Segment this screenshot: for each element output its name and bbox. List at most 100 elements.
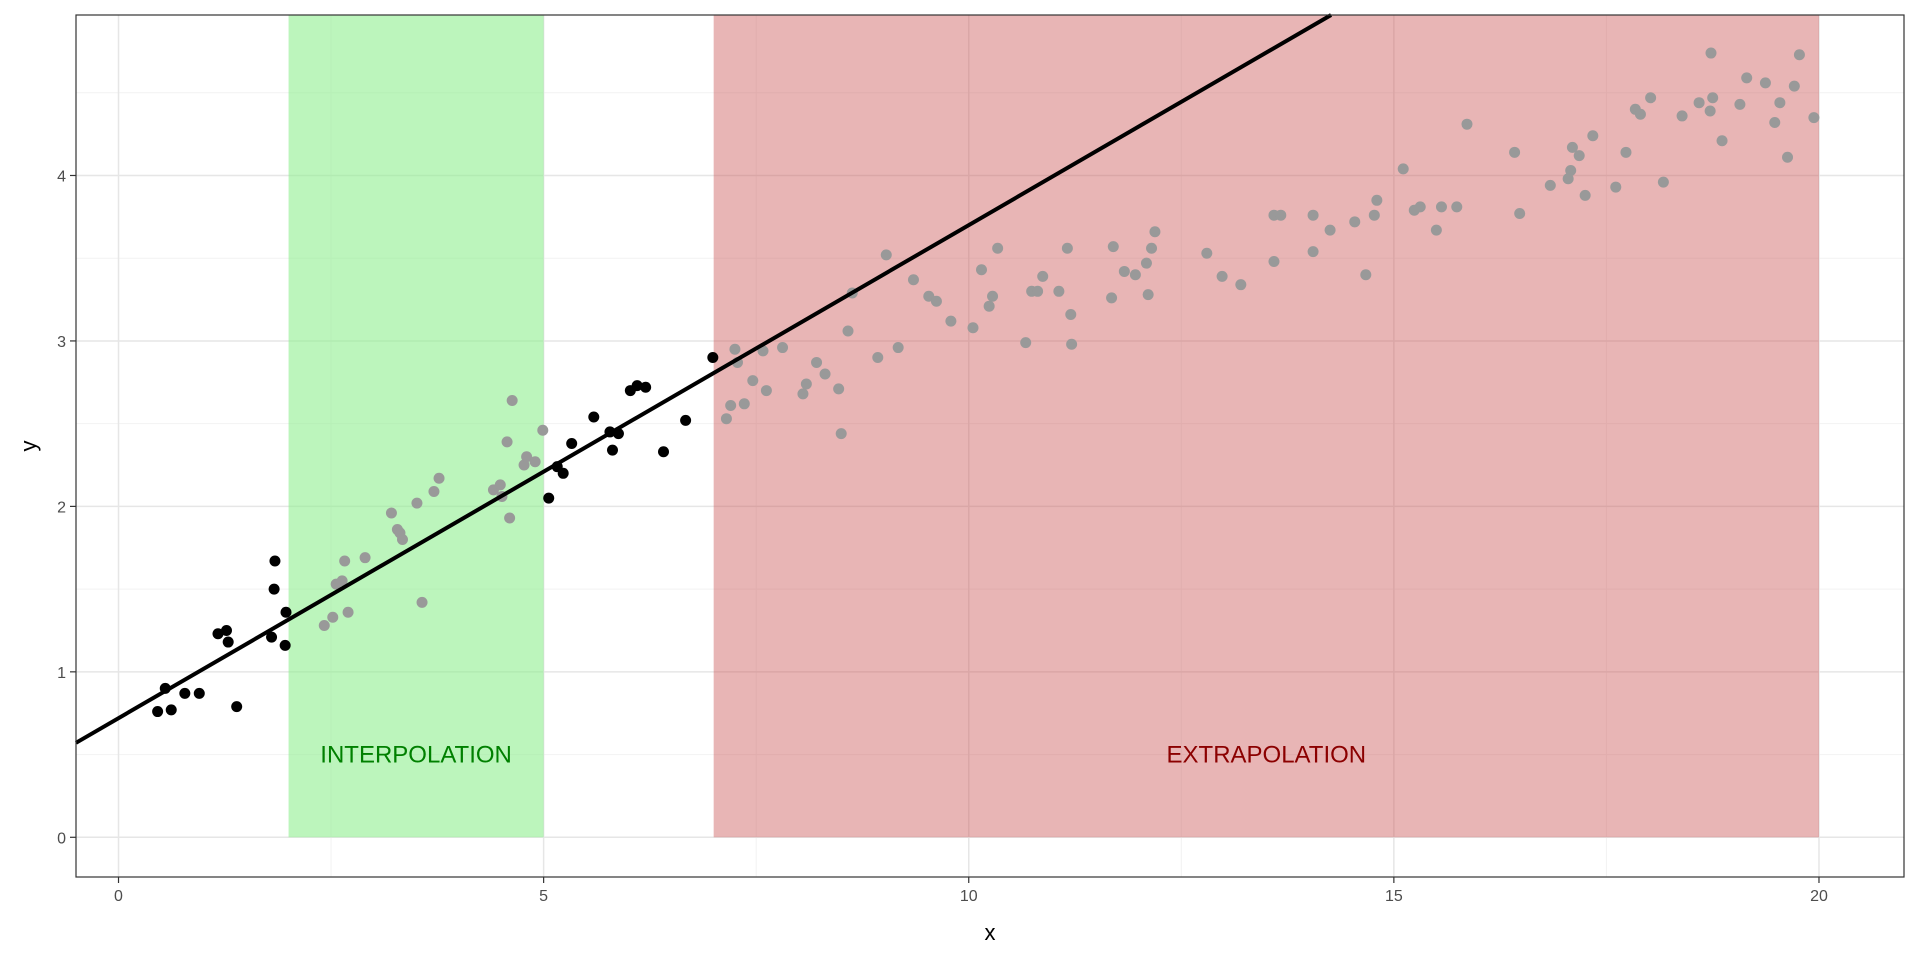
unseen-point bbox=[811, 356, 823, 368]
unseen-point bbox=[1610, 181, 1622, 193]
unseen-point bbox=[1704, 105, 1716, 117]
unseen-point bbox=[1430, 224, 1442, 236]
unseen-point bbox=[318, 620, 330, 632]
unseen-point bbox=[1142, 289, 1154, 301]
training-point bbox=[266, 631, 278, 643]
unseen-point bbox=[336, 575, 348, 587]
training-point bbox=[220, 624, 232, 636]
unseen-point bbox=[501, 436, 513, 448]
unseen-point bbox=[1759, 77, 1771, 89]
unseen-point bbox=[1716, 135, 1728, 147]
training-point bbox=[165, 704, 177, 716]
training-point bbox=[280, 606, 292, 618]
unseen-point bbox=[907, 274, 919, 286]
unseen-point bbox=[1562, 173, 1574, 185]
unseen-point bbox=[1371, 194, 1383, 206]
unseen-point bbox=[494, 479, 506, 491]
unseen-point bbox=[1509, 146, 1521, 158]
x-tick-label: 20 bbox=[1810, 888, 1828, 905]
unseen-point bbox=[945, 315, 957, 327]
unseen-point bbox=[1268, 256, 1280, 268]
unseen-point bbox=[1741, 72, 1753, 84]
unseen-point bbox=[327, 611, 339, 623]
unseen-point bbox=[1275, 209, 1287, 221]
unseen-point bbox=[1397, 163, 1409, 175]
unseen-point bbox=[1544, 179, 1556, 191]
training-point bbox=[212, 628, 224, 640]
region-interpolation bbox=[288, 15, 544, 838]
training-point bbox=[269, 555, 281, 567]
unseen-point bbox=[892, 342, 904, 354]
unseen-point bbox=[880, 249, 892, 261]
unseen-point bbox=[983, 300, 995, 312]
unseen-point bbox=[1565, 165, 1577, 177]
unseen-point bbox=[428, 485, 440, 497]
training-point bbox=[152, 706, 164, 718]
unseen-point bbox=[975, 264, 987, 276]
unseen-point bbox=[1734, 98, 1746, 110]
training-point bbox=[279, 639, 291, 651]
unseen-point bbox=[1360, 269, 1372, 281]
unseen-point bbox=[738, 398, 750, 410]
unseen-point bbox=[1414, 201, 1426, 213]
unseen-point bbox=[1107, 241, 1119, 253]
unseen-point bbox=[433, 472, 445, 484]
x-tick-label: 5 bbox=[539, 888, 548, 905]
unseen-point bbox=[1693, 97, 1705, 109]
unseen-point bbox=[1705, 47, 1717, 59]
unseen-point bbox=[1514, 208, 1526, 220]
unseen-point bbox=[1065, 308, 1077, 320]
unseen-point bbox=[1140, 257, 1152, 269]
unseen-point bbox=[992, 242, 1004, 254]
unseen-point bbox=[1368, 209, 1380, 221]
unseen-point bbox=[1657, 176, 1669, 188]
unseen-point bbox=[747, 375, 759, 387]
panel-border bbox=[75, 14, 1905, 878]
unseen-point bbox=[1020, 337, 1032, 349]
unseen-point bbox=[537, 424, 549, 436]
training-point bbox=[557, 467, 569, 479]
region-labels: INTERPOLATION EXTRAPOLATION bbox=[320, 742, 1366, 769]
unseen-point bbox=[930, 295, 942, 307]
unseen-point bbox=[1451, 201, 1463, 213]
unseen-point bbox=[777, 342, 789, 354]
unseen-point bbox=[339, 555, 351, 567]
unseen-point bbox=[1061, 242, 1073, 254]
training-point bbox=[566, 438, 578, 450]
unseen-point bbox=[359, 552, 371, 564]
unseen-point bbox=[842, 325, 854, 337]
unseen-point bbox=[835, 428, 847, 440]
unseen-point bbox=[1634, 108, 1646, 120]
unseen-point bbox=[1235, 279, 1247, 291]
unseen-point bbox=[521, 451, 533, 463]
y-tick-label: 4 bbox=[57, 168, 66, 185]
y-tick-label: 1 bbox=[57, 665, 66, 682]
unseen-point bbox=[1645, 92, 1657, 104]
unseen-point bbox=[1676, 110, 1688, 122]
unseen-point bbox=[1573, 150, 1585, 162]
x-tick-label: 15 bbox=[1385, 888, 1403, 905]
training-point bbox=[631, 380, 643, 392]
unseen-point bbox=[506, 395, 518, 407]
unseen-point bbox=[416, 596, 428, 608]
unseen-point bbox=[1349, 216, 1361, 228]
unseen-point bbox=[1053, 285, 1065, 297]
unseen-point bbox=[411, 497, 423, 509]
unseen-point bbox=[725, 399, 737, 411]
unseen-point bbox=[1149, 226, 1161, 238]
unseen-point bbox=[1793, 49, 1805, 61]
region-extrapolation bbox=[713, 15, 1819, 838]
unseen-point bbox=[518, 459, 530, 471]
unseen-point bbox=[1788, 80, 1800, 92]
unseen-point bbox=[342, 606, 354, 618]
unseen-point bbox=[1435, 201, 1447, 213]
axes: 0 5 10 15 20 0 1 2 3 4 bbox=[57, 168, 1828, 905]
training-point bbox=[268, 583, 280, 595]
unseen-point bbox=[1307, 246, 1319, 258]
unseen-point bbox=[729, 343, 741, 355]
unseen-point bbox=[1216, 270, 1228, 282]
x-tick-label: 10 bbox=[960, 888, 978, 905]
training-point bbox=[193, 687, 205, 699]
regions bbox=[288, 15, 1819, 838]
unseen-point bbox=[1769, 117, 1781, 129]
